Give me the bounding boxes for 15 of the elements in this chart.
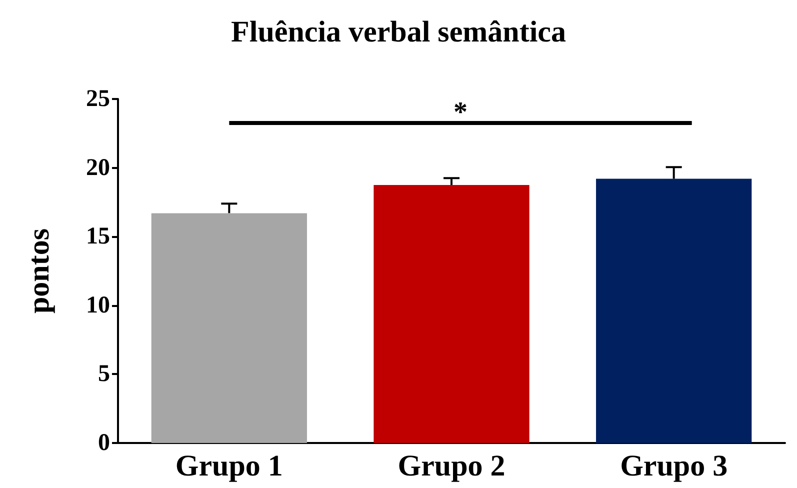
x-tick-label: Grupo 2: [398, 450, 506, 482]
y-tick-label: 0: [98, 430, 110, 456]
x-tick-label: Grupo 3: [620, 450, 728, 482]
y-tick-label: 15: [86, 224, 110, 250]
bar: [151, 213, 307, 443]
bar: [596, 178, 752, 443]
chart-title: Fluência verbal semântica: [231, 16, 566, 48]
annotation: *: [454, 97, 468, 128]
y-tick-label: 10: [86, 292, 110, 318]
bar: [374, 185, 530, 443]
y-tick-label: 20: [86, 154, 110, 181]
y-tick-label: 25: [86, 86, 110, 112]
x-tick-label: Grupo 1: [175, 450, 283, 482]
y-axis-title: pontos: [22, 228, 56, 314]
y-tick-label: 5: [98, 361, 110, 388]
